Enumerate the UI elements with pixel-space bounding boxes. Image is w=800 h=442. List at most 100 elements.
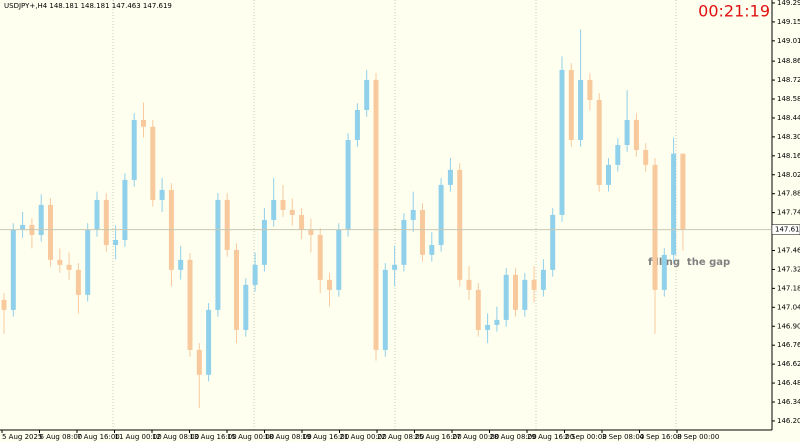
candle-body: [568, 69, 574, 140]
x-tick-label: 28 Aug 08:00: [490, 433, 537, 441]
candle-body: [289, 209, 295, 215]
candle-body: [373, 79, 379, 350]
candle-body: [606, 164, 611, 185]
candle-body: [187, 259, 193, 350]
candle-body: [271, 199, 277, 220]
candle-body: [643, 150, 649, 165]
candle-body: [680, 153, 686, 230]
x-tick-label: 7 Aug 16:00: [77, 433, 120, 441]
y-tick-label: 147.745: [777, 209, 800, 217]
candle-body: [345, 139, 351, 230]
candle-body: [113, 239, 119, 245]
candle-body: [20, 224, 26, 230]
x-tick-label: 11 Aug 00:00: [115, 433, 162, 441]
candle-body: [485, 324, 491, 330]
candle-body: [615, 145, 621, 165]
candle-body: [457, 169, 463, 280]
candle-body: [503, 274, 509, 320]
candle-body: [364, 79, 370, 110]
x-tick-label: 19 Aug 16:00: [302, 433, 349, 441]
chart-header: USDJPY+,H4 148.181 148.181 147.463 147.6…: [4, 2, 172, 10]
candle-body: [299, 214, 305, 230]
x-tick-label: 3 Sep 08:00: [602, 433, 644, 441]
x-tick-label: 5 Aug 2025: [2, 433, 42, 441]
candle-body: [531, 279, 537, 290]
candle-body: [550, 214, 556, 270]
candle-body: [252, 264, 258, 285]
candle-body: [494, 319, 500, 325]
candle-body: [150, 126, 156, 200]
y-tick-label: 148.865: [777, 57, 800, 65]
candle-body: [243, 284, 249, 330]
y-tick-label: 149.015: [777, 37, 800, 45]
y-tick-label: 146.905: [777, 322, 800, 330]
candle-body: [10, 229, 16, 310]
candle-body: [336, 229, 342, 290]
candle-body: [661, 254, 667, 290]
candle-body: [401, 219, 407, 265]
x-tick-label: 29 Aug 16:00: [527, 433, 574, 441]
candle-body: [85, 229, 91, 295]
y-tick-label: 147.465: [777, 247, 800, 255]
candle-body: [559, 69, 565, 215]
candle-body: [466, 279, 472, 290]
clock: 00:21:19: [698, 2, 770, 21]
candle-body: [131, 119, 137, 180]
candle-body: [587, 79, 593, 100]
y-tick-label: 147.885: [777, 190, 800, 198]
candle-body: [196, 349, 202, 375]
candle-body: [540, 269, 546, 290]
y-tick-label: 146.765: [777, 341, 800, 349]
candle-body: [122, 179, 128, 240]
candle-body: [652, 164, 658, 290]
candle-body: [178, 259, 184, 270]
candle-body: [261, 219, 267, 265]
candle-body: [103, 199, 109, 245]
candle-body: [1, 299, 7, 310]
x-tick-label: 4 Sep 16:00: [640, 433, 682, 441]
candle-body: [578, 79, 584, 140]
y-tick-label: 147.185: [777, 284, 800, 292]
x-tick-label: 21 Aug 00:00: [340, 433, 387, 441]
candle-body: [280, 199, 286, 210]
x-tick-label: 6 Aug 08:00: [40, 433, 83, 441]
candle-body: [57, 259, 63, 265]
candle-body: [429, 244, 435, 255]
candle-body: [206, 309, 212, 375]
y-tick-label: 147.325: [777, 265, 800, 273]
candle-body: [317, 234, 323, 280]
x-tick-label: 12 Aug 08:00: [152, 433, 199, 441]
candle-body: [624, 119, 630, 146]
candle-body: [66, 264, 72, 270]
candle-body: [410, 209, 416, 220]
y-tick-label: 148.445: [777, 114, 800, 122]
x-tick-label: 15 Aug 00:00: [227, 433, 274, 441]
y-tick-label: 146.625: [777, 360, 800, 368]
y-tick-label: 148.725: [777, 76, 800, 84]
y-tick-label: 147.045: [777, 303, 800, 311]
x-tick-label: 2 Sep 00:00: [565, 433, 607, 441]
y-tick-label: 146.345: [777, 398, 800, 406]
candle-body: [234, 249, 239, 330]
candle-body: [224, 199, 230, 250]
candle-body: [141, 119, 146, 127]
candle-body: [522, 279, 528, 310]
candle-body: [596, 99, 602, 185]
candle-body: [38, 204, 44, 235]
x-tick-label: 8 Sep 00:00: [677, 433, 719, 441]
y-tick-label: 146.485: [777, 379, 800, 387]
candle-body: [438, 184, 444, 245]
y-tick-label: 146.205: [777, 417, 800, 425]
candle-body: [671, 153, 677, 255]
x-tick-label: 13 Aug 16:00: [190, 433, 237, 441]
candle-body: [327, 279, 332, 290]
candle-body: [94, 199, 100, 230]
y-tick-label: 148.165: [777, 152, 800, 160]
candle-body: [48, 204, 53, 260]
y-tick-label: 149.295: [777, 0, 800, 7]
candle-body: [382, 269, 388, 350]
x-tick-label: 22 Aug 08:00: [377, 433, 424, 441]
candle-body: [392, 264, 398, 270]
y-tick-label: 149.155: [777, 18, 800, 26]
